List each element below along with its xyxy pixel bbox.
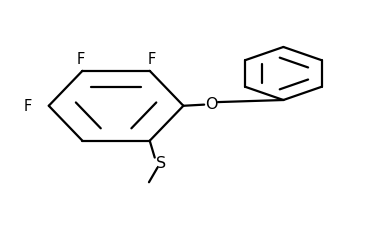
Text: F: F [24,99,32,114]
Text: O: O [205,97,217,112]
Text: F: F [76,52,85,66]
Text: F: F [147,52,156,66]
Text: S: S [156,155,166,170]
